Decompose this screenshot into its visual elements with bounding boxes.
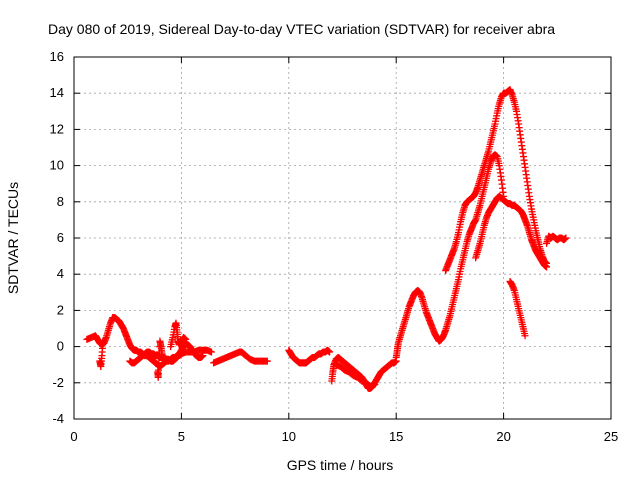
chart-title: Day 080 of 2019, Sidereal Day-to-day VTE… <box>48 21 555 37</box>
x-axis-label: GPS time / hours <box>287 457 394 473</box>
data-point <box>263 357 271 365</box>
y-tick-label: 2 <box>57 302 64 317</box>
data-point <box>207 348 215 356</box>
y-tick-label: -2 <box>52 375 64 390</box>
y-tick-label: 16 <box>50 49 64 64</box>
axis-ticks <box>73 56 612 420</box>
data-point <box>543 263 551 271</box>
data-point <box>199 352 207 360</box>
y-tick-label: 12 <box>50 121 64 136</box>
x-tick-label: 20 <box>496 429 510 444</box>
data-point <box>562 234 570 242</box>
data-point <box>99 337 107 345</box>
y-tick-label: 6 <box>57 230 64 245</box>
x-tick-label: 15 <box>389 429 403 444</box>
y-tick-label: 10 <box>50 158 64 173</box>
data-point <box>326 348 334 356</box>
x-tick-label: 25 <box>604 429 618 444</box>
y-tick-label: 14 <box>50 85 64 100</box>
y-axis-label: SDTVAR / TECUs <box>5 182 21 294</box>
x-tick-labels: 0 5 10 15 20 25 <box>70 429 618 444</box>
y-tick-label: 0 <box>57 339 64 354</box>
y-tick-labels: -4 -2 0 2 4 6 8 10 12 14 16 <box>50 49 64 426</box>
x-tick-label: 10 <box>282 429 296 444</box>
data-point <box>158 350 166 358</box>
y-tick-label: -4 <box>52 411 64 426</box>
y-tick-label: 8 <box>57 194 64 209</box>
data-markers <box>83 86 570 392</box>
y-tick-label: 4 <box>57 266 64 281</box>
grid <box>74 57 611 419</box>
data-point <box>371 381 379 389</box>
x-tick-label: 0 <box>70 429 77 444</box>
data-point <box>182 335 190 343</box>
data-point <box>521 332 529 340</box>
x-tick-label: 5 <box>178 429 185 444</box>
